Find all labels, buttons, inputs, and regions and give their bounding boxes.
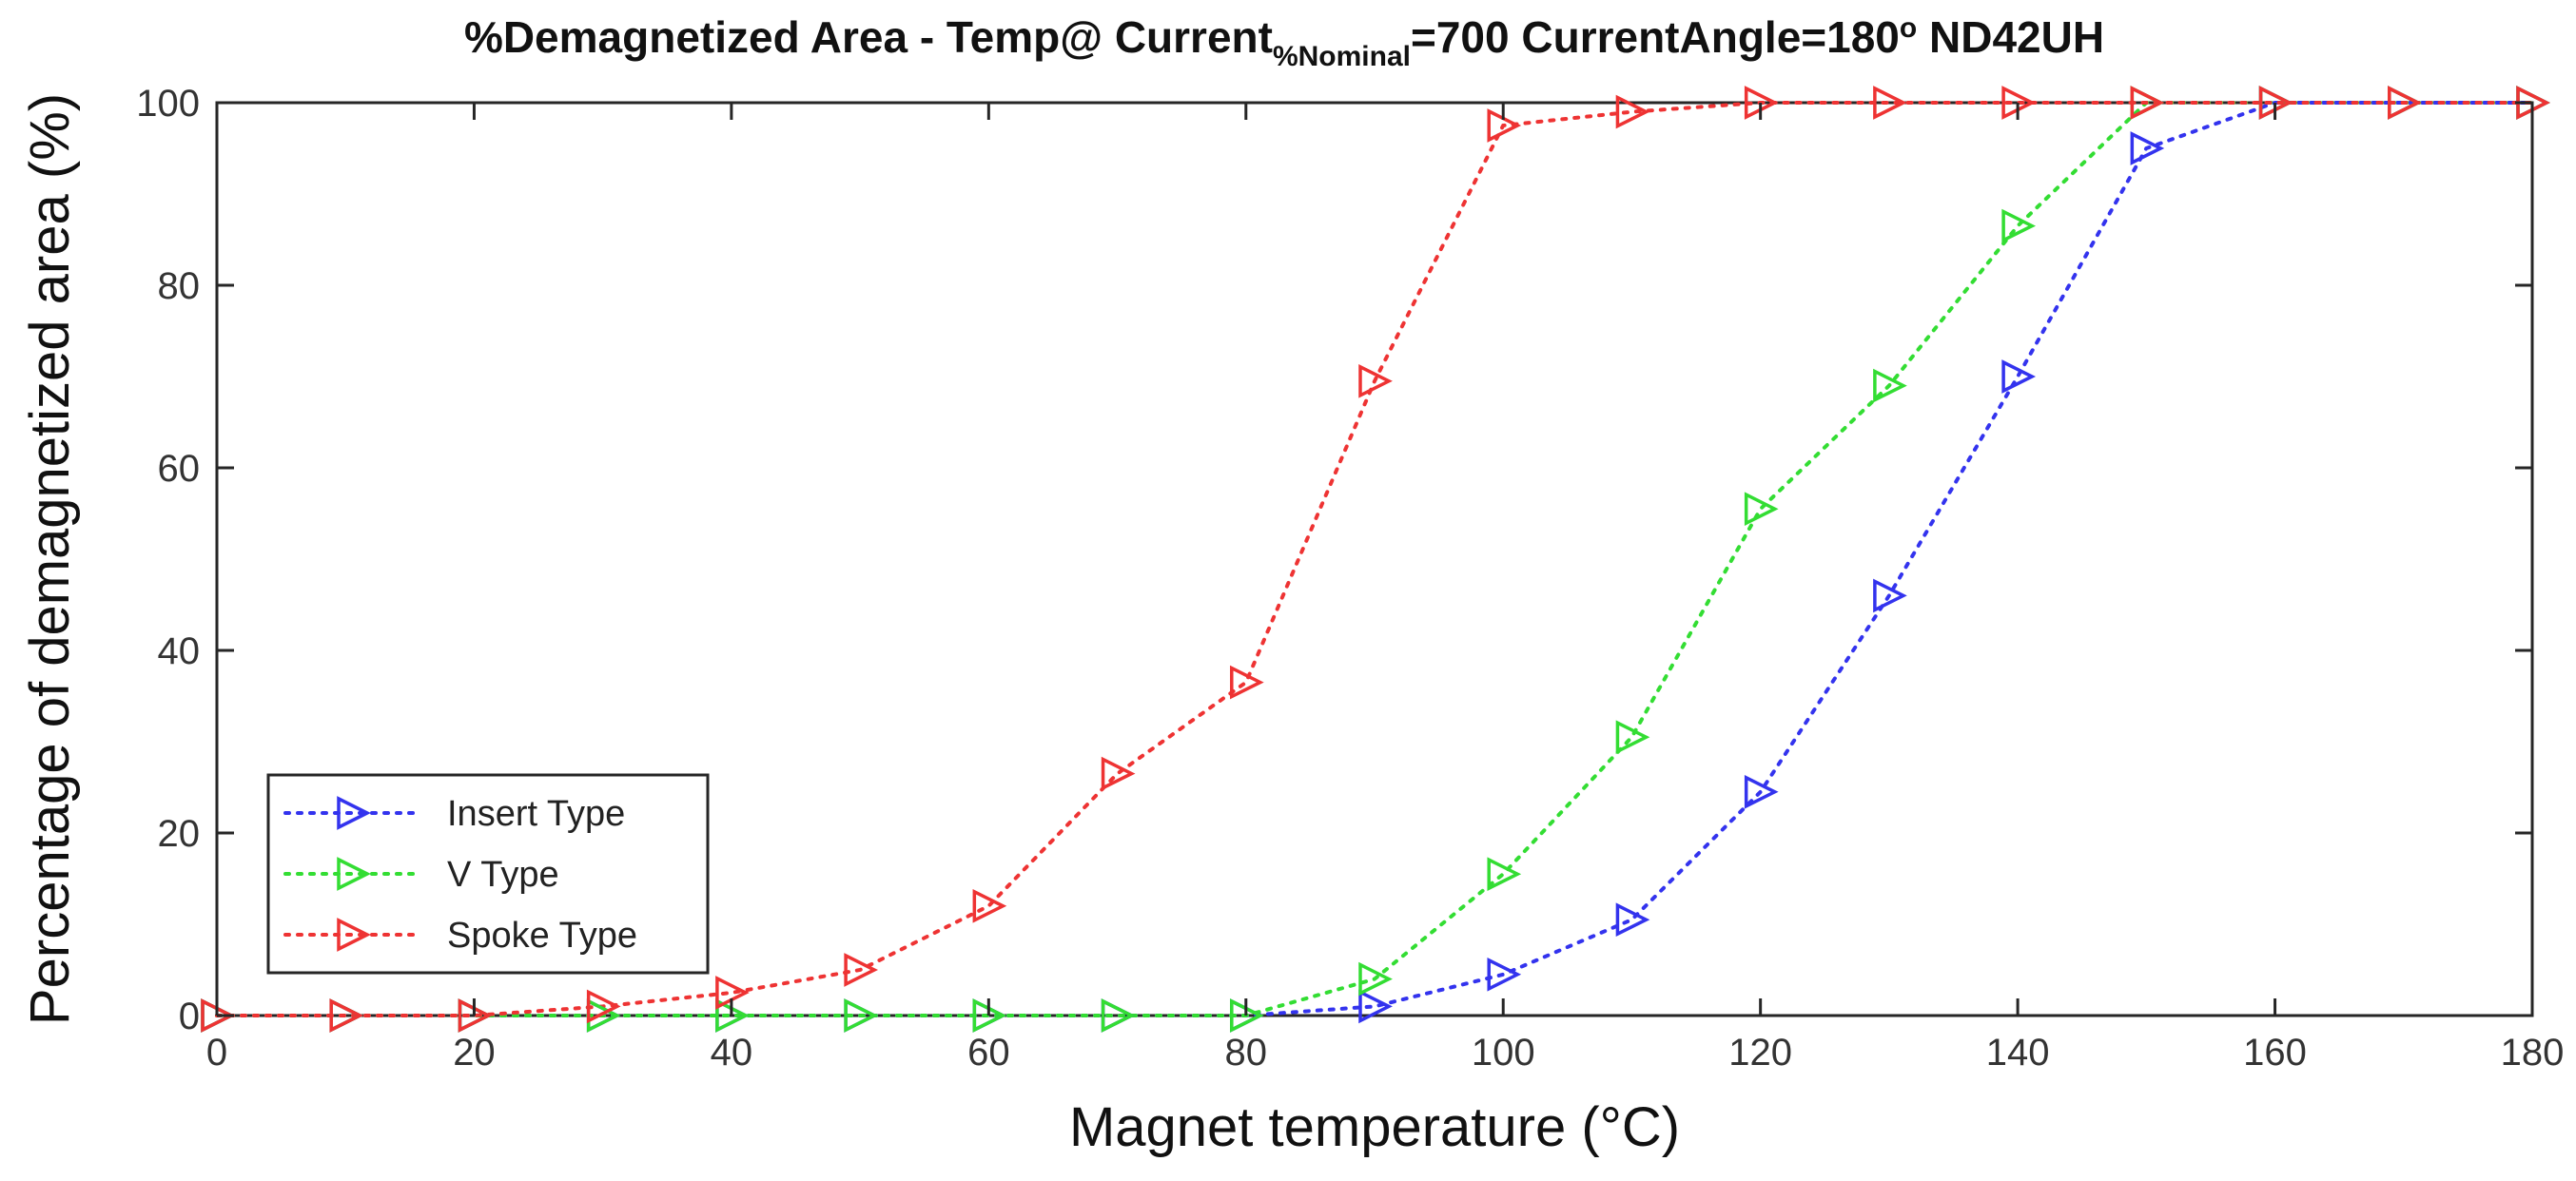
data-point [2001,359,2037,394]
x-axis: 0 20 40 60 80 100 120 140 160 180 [206,103,2565,1074]
data-point [1487,957,1522,992]
series-line [215,101,2534,1017]
legend-marker [337,857,371,891]
legend: Insert Type V Type Spoke Type [266,773,710,975]
x-tick-label: 140 [1986,1032,2050,1074]
chart-title-part1: %Demagnetized Area - Temp@ Current [464,12,1273,62]
data-point [2001,208,2037,243]
data-point [1615,94,1650,129]
data-point [2130,86,2165,120]
data-point [1101,756,1136,791]
legend-box [266,773,710,975]
y-tick-label: 80 [158,265,201,307]
y-tick-label: 20 [158,813,201,855]
chart-title-part2: =700 CurrentAngle=180 [1411,12,1900,62]
data-point [1487,857,1522,892]
x-tick-label: 160 [2243,1032,2307,1074]
x-tick-label: 40 [711,1032,753,1074]
y-tick-label: 40 [158,630,201,672]
x-tick-label: 180 [2501,1032,2565,1074]
x-axis-label: Magnet temperature (°C) [1069,1096,1680,1158]
data-point [1358,961,1393,997]
data-point [329,998,364,1033]
y-tick-label: 60 [158,448,201,490]
y-axis-label: Percentage of demagnetized area (%) [19,93,81,1025]
y-tick-label: 0 [179,996,200,1037]
data-point [586,989,621,1024]
data-point [1873,368,1907,403]
x-tick-label: 120 [1728,1032,1792,1074]
data-point [844,998,879,1033]
x-tick-label: 80 [1225,1032,1268,1074]
data-point [1101,998,1136,1033]
data-point [1615,720,1650,755]
data-point [844,953,879,987]
x-tick-label: 60 [967,1032,1010,1074]
data-point [2130,131,2165,165]
legend-label: V Type [447,855,559,895]
x-tick-label: 100 [1472,1032,1535,1074]
chart-title-subscript: %Nominal [1273,41,1411,72]
legend-label: Spoke Type [447,916,637,956]
y-axis: 0 20 40 60 80 100 [136,83,2532,1037]
series-layer [201,86,2550,1033]
data-point [1358,989,1393,1024]
data-point [972,888,1007,923]
data-point [1358,363,1393,398]
legend-marker [337,796,371,830]
data-point [1744,774,1779,809]
legend-label: Insert Type [447,794,625,834]
chart-title-part3: ND42UH [1917,12,2104,62]
data-point [1873,86,1907,120]
data-point [1744,492,1779,527]
y-tick-label: 100 [136,83,200,125]
data-point [1230,665,1264,700]
data-point [1615,902,1650,938]
data-point [1873,578,1907,613]
x-tick-label: 0 [206,1032,227,1074]
chart-title-degree: o [1900,12,1917,44]
chart-title: %Demagnetized Area - Temp@ Current%Nomin… [464,12,2104,72]
data-point [2388,86,2422,120]
legend-marker [337,918,371,952]
x-tick-label: 20 [453,1032,496,1074]
